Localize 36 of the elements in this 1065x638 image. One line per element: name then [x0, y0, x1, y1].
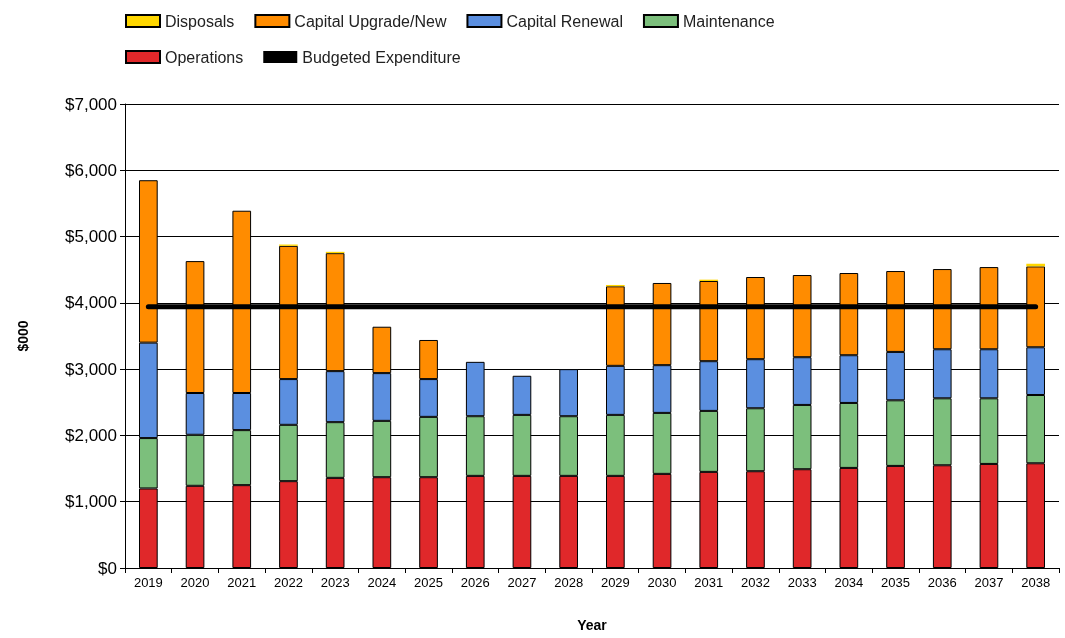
x-tick-label: 2036 [927, 575, 957, 590]
x-tick-label: 2025 [414, 575, 444, 590]
legend-label: Budgeted Expenditure [302, 48, 461, 66]
legend-label: Operations [165, 48, 244, 66]
x-tick-label: 2037 [974, 575, 1004, 590]
x-tick-label: 2024 [367, 575, 397, 590]
y-axis-title: $000 [15, 320, 31, 352]
x-tick-label: 2020 [180, 575, 210, 590]
legend-label: Capital Renewal [506, 12, 623, 30]
y-tick-label: $2,000 [65, 425, 117, 445]
y-tick-label: $3,000 [65, 359, 117, 379]
x-tick-label: 2033 [787, 575, 817, 590]
y-tick-label: $4,000 [65, 293, 117, 313]
x-axis-title: Year [577, 617, 608, 633]
y-tick-label: $0 [98, 558, 117, 578]
y-tick-label: $5,000 [65, 227, 117, 247]
x-tick-label: 2022 [273, 575, 303, 590]
x-tick-label: 2023 [320, 575, 350, 590]
x-tick-label: 2026 [460, 575, 490, 590]
y-tick-label: $7,000 [65, 94, 117, 114]
y-tick-label: $1,000 [65, 492, 117, 512]
x-tick-label: 2032 [740, 575, 770, 590]
x-tick-label: 2021 [227, 575, 257, 590]
x-tick-label: 2029 [600, 575, 630, 590]
x-tick-label: 2035 [881, 575, 911, 590]
x-tick-label: 2031 [694, 575, 724, 590]
x-tick-label: 2028 [554, 575, 584, 590]
x-tick-label: 2027 [507, 575, 537, 590]
legend-label: Capital Upgrade/New [294, 12, 447, 30]
legend-label: Maintenance [682, 12, 775, 30]
y-tick-label: $6,000 [65, 160, 117, 180]
x-tick-label: 2034 [834, 575, 864, 590]
legend-label: Disposals [165, 12, 235, 30]
x-tick-label: 2019 [133, 575, 163, 590]
x-tick-label: 2030 [647, 575, 677, 590]
x-tick-label: 2038 [1021, 575, 1051, 590]
